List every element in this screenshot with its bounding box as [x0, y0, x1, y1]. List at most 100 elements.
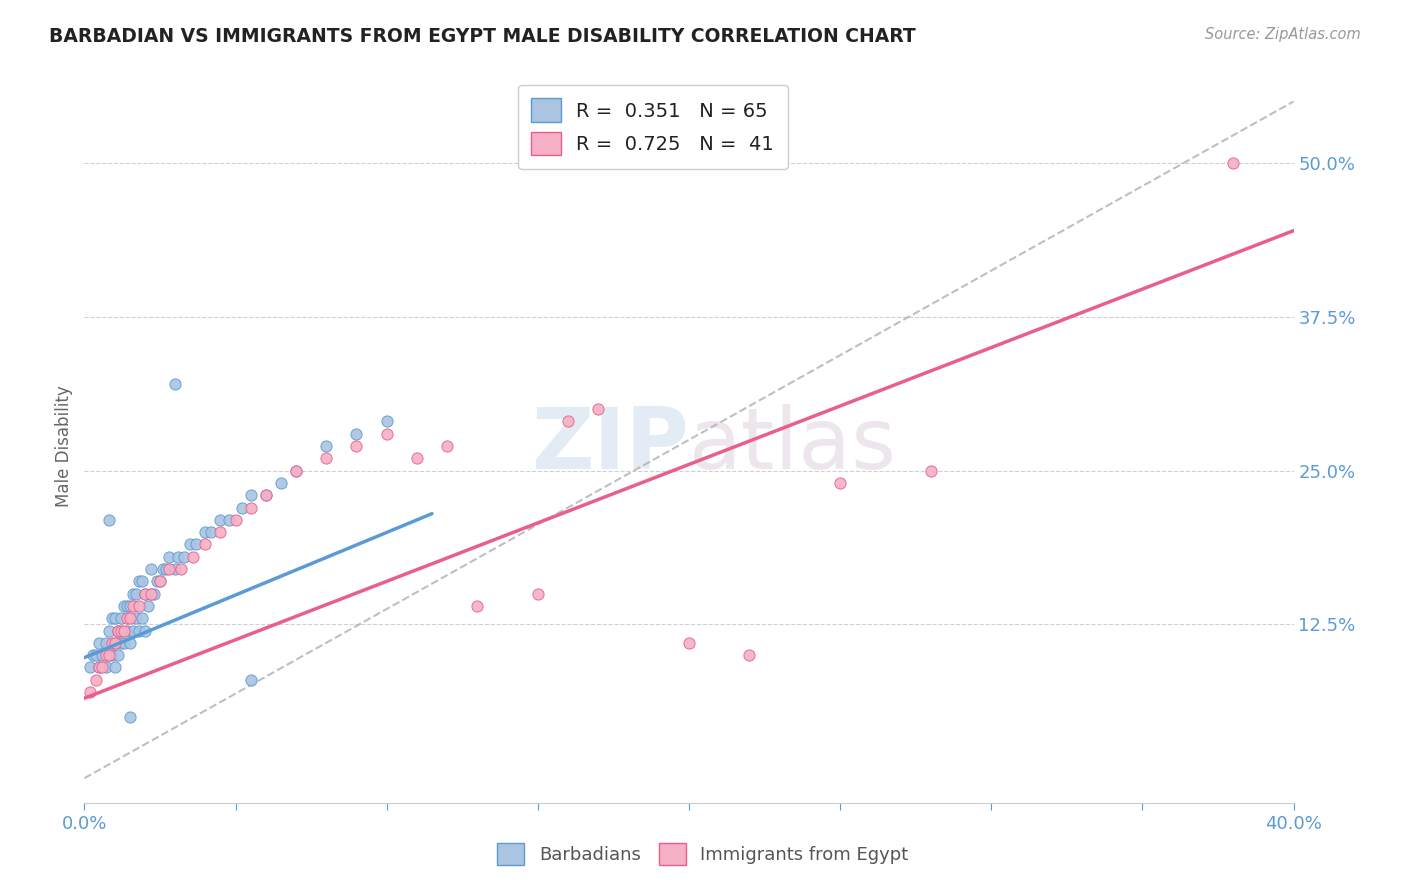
Point: [254, 488, 277, 502]
Point: [104, 636, 127, 650]
Point: [91, 660, 114, 674]
Point: [134, 587, 156, 601]
Point: [179, 537, 201, 551]
Point: [136, 599, 159, 613]
Point: [97, 624, 120, 638]
Point: [134, 624, 156, 638]
Point: [738, 648, 761, 662]
Point: [107, 648, 129, 662]
Point: [134, 587, 156, 601]
Point: [115, 624, 138, 638]
Point: [110, 611, 132, 625]
Point: [270, 475, 292, 490]
Point: [315, 439, 337, 453]
Point: [118, 599, 141, 613]
Point: [142, 587, 165, 601]
Point: [79, 660, 101, 674]
Point: [467, 599, 489, 613]
Point: [678, 636, 700, 650]
Legend: Barbadians, Immigrants from Egypt: Barbadians, Immigrants from Egypt: [491, 836, 915, 872]
Point: [375, 426, 398, 441]
Text: atlas: atlas: [689, 404, 897, 488]
Point: [239, 500, 262, 515]
Y-axis label: Male Disability: Male Disability: [55, 385, 73, 507]
Point: [285, 464, 308, 478]
Point: [115, 599, 138, 613]
Point: [152, 562, 174, 576]
Point: [218, 513, 240, 527]
Point: [165, 377, 187, 392]
Point: [436, 439, 458, 453]
Point: [121, 587, 143, 601]
Point: [131, 611, 153, 625]
Point: [186, 537, 208, 551]
Point: [170, 562, 193, 576]
Point: [86, 673, 108, 687]
Point: [346, 439, 368, 453]
Point: [231, 500, 253, 515]
Point: [104, 611, 127, 625]
Point: [315, 451, 337, 466]
Point: [194, 525, 217, 540]
Point: [149, 574, 172, 589]
Point: [194, 537, 217, 551]
Point: [239, 673, 262, 687]
Point: [830, 475, 852, 490]
Text: Source: ZipAtlas.com: Source: ZipAtlas.com: [1205, 27, 1361, 42]
Point: [128, 574, 150, 589]
Point: [104, 636, 127, 650]
Point: [225, 513, 247, 527]
Point: [94, 636, 117, 650]
Point: [181, 549, 204, 564]
Point: [920, 464, 942, 478]
Point: [128, 599, 150, 613]
Point: [165, 562, 187, 576]
Text: BARBADIAN VS IMMIGRANTS FROM EGYPT MALE DISABILITY CORRELATION CHART: BARBADIAN VS IMMIGRANTS FROM EGYPT MALE …: [49, 27, 915, 45]
Point: [121, 624, 143, 638]
Point: [155, 562, 177, 576]
Point: [200, 525, 222, 540]
Point: [115, 611, 138, 625]
Point: [239, 488, 262, 502]
Point: [167, 549, 190, 564]
Point: [285, 464, 308, 478]
Point: [173, 549, 195, 564]
Point: [97, 648, 120, 662]
Point: [125, 587, 148, 601]
Point: [97, 648, 120, 662]
Point: [107, 624, 129, 638]
Point: [209, 525, 232, 540]
Legend: R =  0.351   N = 65, R =  0.725   N =  41: R = 0.351 N = 65, R = 0.725 N = 41: [517, 85, 787, 169]
Point: [89, 660, 111, 674]
Text: ZIP: ZIP: [531, 404, 689, 488]
Point: [97, 513, 120, 527]
Point: [121, 599, 143, 613]
Point: [149, 574, 172, 589]
Point: [94, 648, 117, 662]
Point: [79, 685, 101, 699]
Point: [100, 636, 122, 650]
Point: [112, 636, 135, 650]
Point: [128, 624, 150, 638]
Point: [89, 660, 111, 674]
Point: [82, 648, 104, 662]
Point: [89, 636, 111, 650]
Point: [209, 513, 232, 527]
Point: [112, 624, 135, 638]
Point: [146, 574, 169, 589]
Point: [100, 611, 122, 625]
Point: [118, 709, 141, 723]
Point: [107, 624, 129, 638]
Point: [346, 426, 368, 441]
Point: [254, 488, 277, 502]
Point: [125, 611, 148, 625]
Point: [118, 636, 141, 650]
Point: [131, 574, 153, 589]
Point: [157, 549, 180, 564]
Point: [527, 587, 550, 601]
Point: [406, 451, 429, 466]
Point: [118, 611, 141, 625]
Point: [100, 648, 122, 662]
Point: [91, 648, 114, 662]
Point: [139, 562, 162, 576]
